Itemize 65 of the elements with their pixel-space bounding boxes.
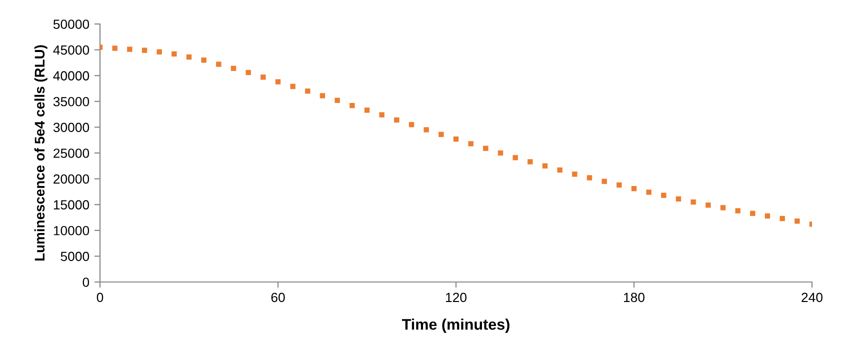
point (542, 163, 548, 168)
point (172, 51, 177, 57)
point (438, 132, 444, 138)
point (676, 196, 682, 202)
y-tick-label: 30000 (53, 122, 90, 132)
point (142, 48, 148, 53)
point (512, 155, 518, 160)
point (631, 186, 637, 192)
y-tick-label: 40000 (53, 71, 90, 81)
point (127, 46, 132, 52)
point (424, 127, 429, 132)
point (468, 141, 474, 146)
point (112, 46, 118, 51)
y-tick-label: 5000 (60, 252, 90, 262)
point (275, 79, 281, 84)
point (557, 167, 562, 173)
point (201, 58, 206, 63)
x-tick-label: 180 (624, 292, 644, 302)
point (156, 49, 162, 54)
y-tick-label: 25000 (54, 148, 90, 158)
point (290, 84, 296, 90)
point (350, 102, 355, 108)
point (498, 150, 504, 156)
point (690, 199, 696, 205)
x-tick-label: 0 (96, 292, 104, 302)
point (586, 175, 592, 180)
point (750, 210, 756, 216)
point (794, 218, 800, 224)
point (186, 54, 192, 60)
point (483, 146, 488, 151)
y-tick-label: 50000 (53, 20, 90, 29)
x-tick-label: 240 (802, 292, 822, 302)
point (646, 190, 652, 195)
point (334, 98, 340, 103)
y-tick-label: 15000 (54, 200, 90, 210)
point (720, 205, 726, 210)
point (528, 159, 533, 164)
y-tick-label: 10000 (54, 226, 90, 236)
point (364, 108, 370, 113)
point (320, 93, 326, 98)
point (394, 117, 400, 123)
point (453, 136, 459, 142)
point (305, 88, 310, 94)
point (216, 62, 222, 67)
x-tick-label: 120 (446, 292, 466, 302)
y-axis-title: Luminescence of 5e4 cells (RLU) (34, 45, 48, 261)
point (408, 122, 414, 128)
point (780, 216, 785, 222)
point (735, 208, 740, 214)
point (572, 172, 578, 177)
y-tick-label: 0 (82, 278, 90, 287)
point (661, 192, 666, 198)
point (379, 112, 384, 118)
point (246, 70, 251, 76)
point (616, 182, 622, 188)
x-tick-label: 60 (271, 292, 285, 302)
point (602, 178, 607, 184)
point (706, 202, 711, 208)
y-tick-label: 20000 (54, 174, 90, 184)
point (230, 66, 236, 71)
x-axis-title: Time (minutes) (402, 318, 510, 333)
y-tick-label: 45000 (53, 45, 90, 55)
point (764, 213, 770, 219)
point (260, 74, 266, 80)
y-tick-label: 35000 (53, 96, 90, 106)
